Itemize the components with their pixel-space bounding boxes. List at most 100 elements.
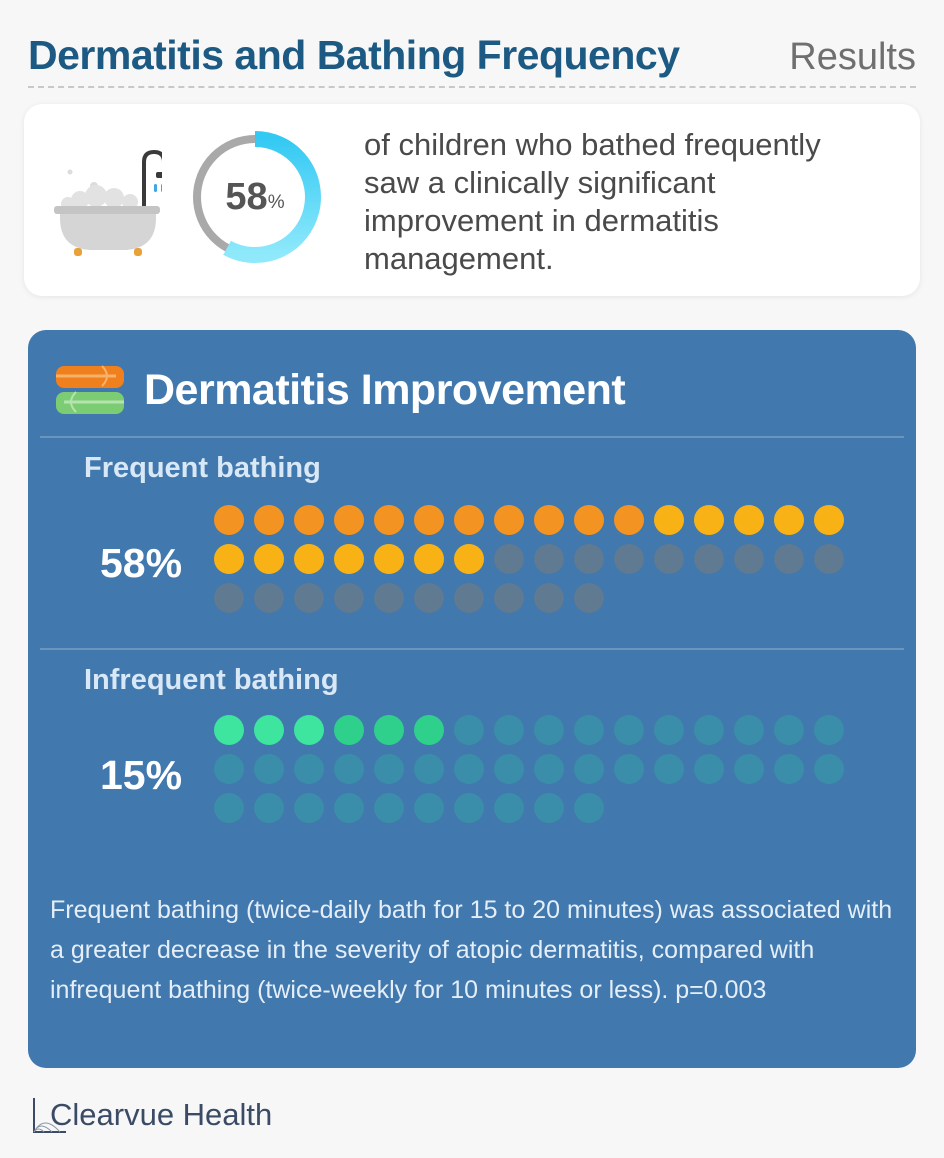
dot-empty-frequent [774,544,804,574]
dot-empty-frequent [494,583,524,613]
dot-filled-infrequent [374,715,404,745]
dot-empty-infrequent [494,715,524,745]
dot-empty-frequent [694,544,724,574]
dot-filled-frequent [694,505,724,535]
dot-empty-frequent [494,544,524,574]
dot-filled-frequent [214,544,244,574]
dot-filled-frequent [294,505,324,535]
dot-empty-infrequent [414,793,444,823]
dot-empty-infrequent [534,793,564,823]
dot-empty-infrequent [694,754,724,784]
dot-filled-frequent [374,544,404,574]
dot-filled-infrequent [334,715,364,745]
section-label: Results [789,36,916,78]
dot-filled-frequent [774,505,804,535]
dot-empty-infrequent [454,793,484,823]
dot-empty-infrequent [534,754,564,784]
dot-filled-infrequent [414,715,444,745]
percent-donut [193,131,321,263]
divider [40,436,904,438]
dot-filled-frequent [494,505,524,535]
improvement-panel: Dermatitis Improvement Frequent bathing … [28,330,916,1068]
dot-empty-frequent [734,544,764,574]
dot-grid-infrequent [214,715,854,825]
dot-empty-infrequent [654,754,684,784]
dot-filled-frequent [614,505,644,535]
dot-empty-infrequent [294,754,324,784]
dot-filled-frequent [254,505,284,535]
dot-empty-frequent [374,583,404,613]
dot-empty-frequent [414,583,444,613]
dot-empty-infrequent [534,715,564,745]
donut-label: 58% [188,130,322,264]
dot-filled-frequent [454,505,484,535]
dot-filled-frequent [734,505,764,535]
dot-filled-infrequent [214,715,244,745]
dot-empty-frequent [534,544,564,574]
stat-card: 58% of children who bathed frequently sa… [24,104,920,296]
dot-empty-infrequent [734,754,764,784]
dot-empty-infrequent [214,754,244,784]
dot-empty-infrequent [374,793,404,823]
donut-fill-arc [223,131,321,263]
page-title: Dermatitis and Bathing Frequency [28,32,680,78]
dot-empty-infrequent [654,715,684,745]
dot-filled-frequent [294,544,324,574]
group-value-frequent: 58% [100,540,183,586]
dot-empty-frequent [534,583,564,613]
brand-logo-icon [33,1098,66,1133]
group-value-infrequent: 15% [100,752,183,798]
dot-empty-infrequent [814,715,844,745]
dot-empty-frequent [614,544,644,574]
dot-filled-frequent [414,544,444,574]
group-label-infrequent: Infrequent bathing [84,664,339,696]
dot-empty-infrequent [774,754,804,784]
dot-empty-frequent [574,544,604,574]
dot-empty-frequent [214,583,244,613]
dot-empty-infrequent [254,793,284,823]
dot-empty-infrequent [694,715,724,745]
footnote: Frequent bathing (twice-daily bath for 1… [50,896,893,1004]
dot-empty-frequent [814,544,844,574]
brand-name: Clearvue Health [50,1097,273,1132]
dot-empty-frequent [294,583,324,613]
dot-empty-infrequent [454,715,484,745]
dot-filled-frequent [654,505,684,535]
dot-empty-infrequent [574,715,604,745]
dot-grid-frequent [214,505,854,615]
dot-empty-infrequent [334,793,364,823]
dot-filled-frequent [334,544,364,574]
dot-filled-frequent [374,505,404,535]
dot-empty-infrequent [254,754,284,784]
group-label-frequent: Frequent bathing [84,452,321,484]
dot-empty-infrequent [294,793,324,823]
dot-empty-frequent [454,583,484,613]
dot-filled-frequent [814,505,844,535]
dot-empty-infrequent [494,793,524,823]
dot-filled-frequent [414,505,444,535]
dot-filled-frequent [214,505,244,535]
dot-filled-frequent [454,544,484,574]
dot-empty-infrequent [414,754,444,784]
dot-empty-infrequent [614,715,644,745]
dot-empty-frequent [574,583,604,613]
panel-title: Dermatitis Improvement [144,366,626,414]
dot-filled-frequent [534,505,564,535]
dot-empty-infrequent [734,715,764,745]
brand: Clearvue Health [30,1092,272,1136]
dot-filled-frequent [334,505,364,535]
dot-empty-frequent [254,583,284,613]
dot-empty-frequent [654,544,684,574]
dot-empty-infrequent [454,754,484,784]
dot-empty-infrequent [814,754,844,784]
dot-filled-frequent [574,505,604,535]
dot-filled-infrequent [254,715,284,745]
bathtub-icon [54,149,162,256]
dot-empty-infrequent [574,754,604,784]
divider [40,648,904,650]
towels-icon [56,365,124,414]
dot-empty-frequent [334,583,364,613]
page-header: Dermatitis and Bathing Frequency Results [28,30,916,88]
dot-empty-infrequent [214,793,244,823]
dot-filled-infrequent [294,715,324,745]
